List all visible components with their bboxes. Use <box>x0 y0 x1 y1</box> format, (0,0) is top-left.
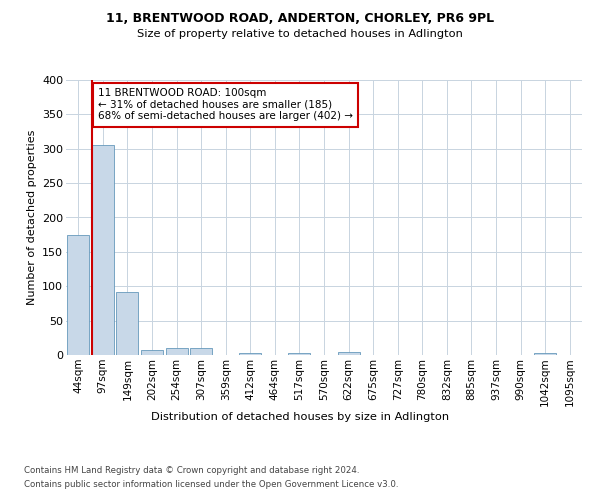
Bar <box>289 353 310 355</box>
Bar <box>141 350 163 355</box>
Bar <box>338 352 359 355</box>
Bar <box>190 348 212 355</box>
Text: 11 BRENTWOOD ROAD: 100sqm
← 31% of detached houses are smaller (185)
68% of semi: 11 BRENTWOOD ROAD: 100sqm ← 31% of detac… <box>98 88 353 122</box>
Bar <box>92 146 114 355</box>
Bar <box>67 234 89 355</box>
Y-axis label: Number of detached properties: Number of detached properties <box>26 130 37 305</box>
Bar <box>239 353 262 355</box>
Bar <box>534 353 556 355</box>
Text: 11, BRENTWOOD ROAD, ANDERTON, CHORLEY, PR6 9PL: 11, BRENTWOOD ROAD, ANDERTON, CHORLEY, P… <box>106 12 494 26</box>
Text: Distribution of detached houses by size in Adlington: Distribution of detached houses by size … <box>151 412 449 422</box>
Bar <box>166 348 188 355</box>
Text: Contains public sector information licensed under the Open Government Licence v3: Contains public sector information licen… <box>24 480 398 489</box>
Bar <box>116 292 139 355</box>
Text: Contains HM Land Registry data © Crown copyright and database right 2024.: Contains HM Land Registry data © Crown c… <box>24 466 359 475</box>
Text: Size of property relative to detached houses in Adlington: Size of property relative to detached ho… <box>137 29 463 39</box>
